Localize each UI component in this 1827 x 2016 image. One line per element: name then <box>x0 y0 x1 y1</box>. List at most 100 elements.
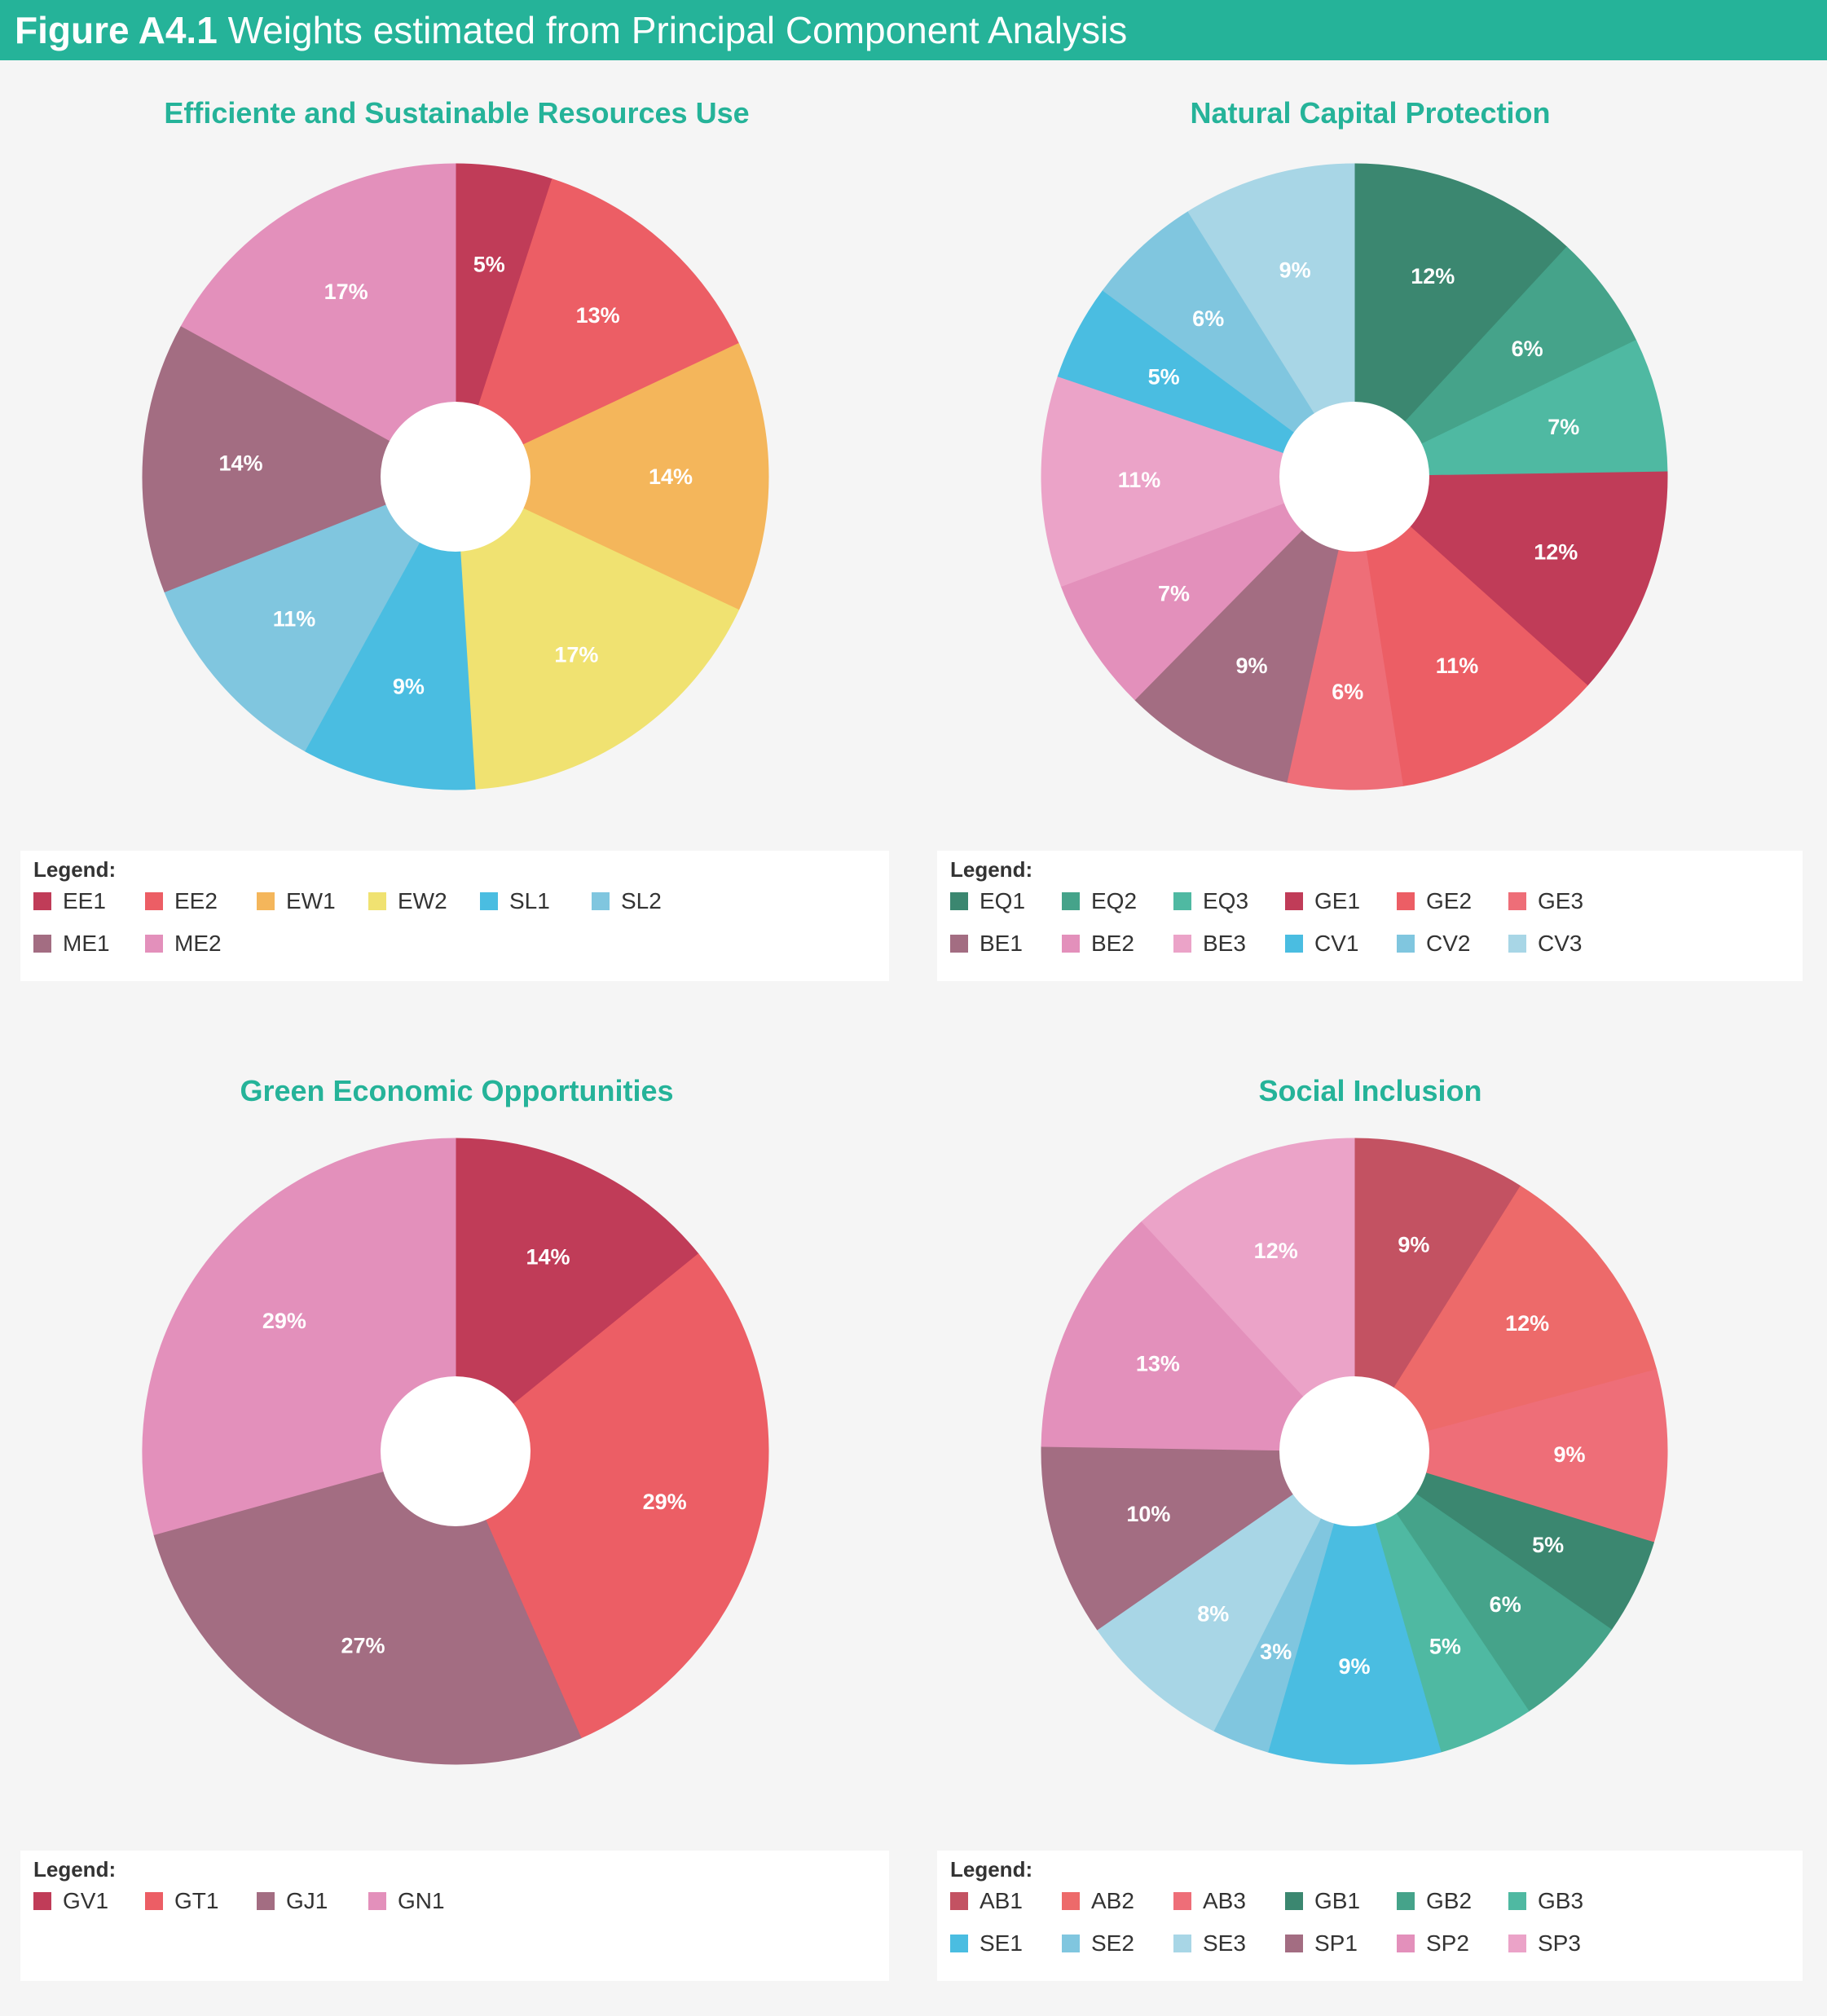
slice-value-label: 14% <box>218 451 262 475</box>
legend-swatch <box>1397 1935 1415 1952</box>
slice-value-label: 9% <box>393 675 425 699</box>
legend-swatch <box>1508 935 1526 953</box>
legend-label: BE2 <box>1091 931 1134 956</box>
legend-item-cv2: CV2 <box>1397 927 1470 960</box>
legend-item-eq2: EQ2 <box>1062 885 1137 918</box>
pie-slice-ab1 <box>1354 1138 1521 1453</box>
legend-label: SP3 <box>1538 1930 1581 1956</box>
legend-swatch <box>145 935 163 953</box>
legend-item-sl1: SL1 <box>480 885 550 918</box>
legend-item-me1: ME1 <box>33 927 110 960</box>
legend-item-eq3: EQ3 <box>1173 885 1248 918</box>
pie-slice-ge3 <box>1286 476 1404 790</box>
legend-swatch <box>1173 1892 1191 1910</box>
legend-swatch <box>1173 935 1191 953</box>
donut-hole <box>381 1376 530 1526</box>
legend-swatch <box>33 935 51 953</box>
slice-value-label: 11% <box>273 607 316 632</box>
legend-item-gb2: GB2 <box>1397 1885 1472 1917</box>
pie-slice-sp1 <box>1041 1446 1356 1631</box>
legend-swatch <box>950 892 968 910</box>
legend-item-gj1: GJ1 <box>257 1885 328 1917</box>
legend-item-be1: BE1 <box>950 927 1023 960</box>
legend-label: EQ1 <box>980 888 1026 913</box>
pie-slice-be2 <box>1060 476 1355 701</box>
legend: Legend: GV1 GT1 GJ1 GN1 <box>20 1851 889 1981</box>
slice-value-label: 10% <box>1126 1502 1170 1526</box>
legend-item-sp2: SP2 <box>1397 1927 1469 1960</box>
legend-label: BE1 <box>980 931 1023 956</box>
slice-value-label: 7% <box>1547 415 1579 439</box>
legend-label: GV1 <box>63 1888 109 1913</box>
legend-label: SP2 <box>1426 1930 1469 1956</box>
legend-label: GT1 <box>174 1888 219 1913</box>
slice-value-label: 14% <box>649 464 693 489</box>
legend-label: SE3 <box>1203 1930 1246 1956</box>
legend-swatch <box>1285 1892 1303 1910</box>
legend-label: ME1 <box>63 931 110 956</box>
slice-value-label: 12% <box>1254 1239 1298 1263</box>
legend-item-me2: ME2 <box>145 927 222 960</box>
pie-slice-gn1 <box>142 1138 456 1535</box>
legend-label: GB3 <box>1538 1888 1584 1913</box>
pie-slice-sp3 <box>1141 1138 1355 1453</box>
donut-hole <box>1279 1376 1429 1526</box>
legend-swatch <box>1062 1892 1080 1910</box>
legend-item-be3: BE3 <box>1173 927 1246 960</box>
legend-swatch <box>1285 935 1303 953</box>
legend-item-ee2: EE2 <box>145 885 218 918</box>
slice-value-label: 29% <box>643 1490 687 1514</box>
legend-swatch <box>950 935 968 953</box>
legend-label: CV1 <box>1314 931 1359 956</box>
legend-item-ge2: GE2 <box>1397 885 1472 918</box>
panel-natural-capital: Natural Capital Protection 12% 6% 7% 12% 11%… <box>914 60 1827 981</box>
legend-title: Legend: <box>33 857 117 882</box>
pie-chart: 9% 12% 9% 5% 6% 5% 9% 3% 8% 10% 13% 12% <box>1041 1138 1668 1765</box>
chart-title: Social Inclusion <box>1258 1074 1482 1107</box>
slice-value-label: 12% <box>1411 264 1455 288</box>
donut-hole <box>381 402 530 552</box>
legend-label: EW2 <box>398 888 447 913</box>
pie-chart: 12% 6% 7% 12% 11% 6% 9% 7% 11% 5% 6% 9% <box>1041 163 1668 790</box>
pie-slice-me2 <box>180 163 456 478</box>
slice-value-label: 9% <box>1398 1232 1429 1257</box>
slice-value-label: 17% <box>324 280 368 304</box>
legend-label: AB2 <box>1091 1888 1134 1913</box>
legend-swatch <box>1508 1935 1526 1952</box>
pie-slice-me1 <box>142 325 457 593</box>
legend-swatch <box>257 1892 275 1910</box>
legend-label: GB2 <box>1426 1888 1473 1913</box>
slice-value-label: 9% <box>1279 258 1311 282</box>
slice-value-label: 5% <box>1532 1533 1564 1557</box>
legend-label: SP1 <box>1314 1930 1358 1956</box>
legend-swatch <box>1397 935 1415 953</box>
pie-slice-eq3 <box>1354 339 1668 478</box>
pie-slice-ew2 <box>455 476 740 790</box>
legend-label: SE2 <box>1091 1930 1134 1956</box>
pie-slice-ee2 <box>455 178 740 478</box>
pie-slice-ab2 <box>1353 1185 1658 1452</box>
pie-slice-cv2 <box>1102 210 1355 478</box>
legend-title: Legend: <box>950 1857 1033 1882</box>
panel-green-economic: Green Economic Opportunities 14% 29% 27% 29… <box>0 1038 914 1992</box>
legend-item-gv1: GV1 <box>33 1885 108 1917</box>
slice-value-label: 3% <box>1260 1640 1292 1664</box>
slice-value-label: 12% <box>1505 1311 1549 1336</box>
legend-item-be2: BE2 <box>1062 927 1134 960</box>
legend-item-se1: SE1 <box>950 1927 1023 1960</box>
legend-swatch <box>1173 892 1191 910</box>
legend-label: AB3 <box>1203 1888 1246 1913</box>
legend-title: Legend: <box>950 857 1033 882</box>
slice-value-label: 17% <box>554 642 598 667</box>
legend-swatch <box>1508 892 1526 910</box>
legend-item-ab2: AB2 <box>1062 1885 1134 1917</box>
legend-title: Legend: <box>33 1857 117 1882</box>
legend-item-sp3: SP3 <box>1508 1927 1581 1960</box>
legend-item-gn1: GN1 <box>368 1885 445 1917</box>
legend-item-ew1: EW1 <box>257 885 336 918</box>
pie-slice-gj1 <box>153 1450 582 1765</box>
pie-slice-ge2 <box>1354 475 1588 786</box>
legend-swatch <box>33 1892 51 1910</box>
legend-label: EQ3 <box>1203 888 1249 913</box>
panel-resources-use: Efficiente and Sustainable Resources Use… <box>0 60 914 981</box>
